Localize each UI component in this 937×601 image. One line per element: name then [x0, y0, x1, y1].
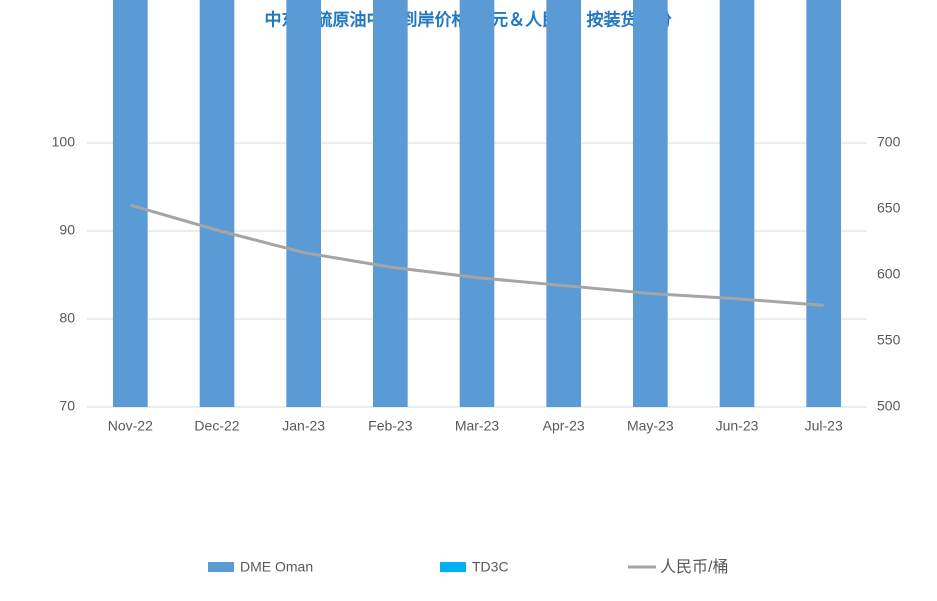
x-tick-label: Jun-23	[716, 418, 759, 434]
y2-tick-label: 650	[877, 200, 901, 216]
bar	[373, 0, 408, 407]
y-tick-label: 90	[59, 222, 75, 238]
x-tick-label: Jul-23	[805, 418, 843, 434]
legend-label: DME Oman	[240, 559, 313, 575]
y-tick-label: 80	[59, 310, 75, 326]
x-tick-label: Jan-23	[282, 418, 325, 434]
x-tick-label: Mar-23	[455, 418, 500, 434]
y2-tick-label: 550	[877, 332, 901, 348]
x-tick-label: Apr-23	[543, 418, 585, 434]
y-tick-label: 70	[59, 398, 75, 414]
bar	[199, 0, 235, 407]
y2-tick-label: 500	[877, 398, 901, 414]
x-tick-label: May-23	[627, 418, 674, 434]
y2-tick-label: 700	[877, 134, 901, 150]
line	[129, 203, 824, 307]
bar	[113, 0, 148, 407]
bar	[459, 0, 495, 407]
x-tick-label: Dec-22	[194, 418, 239, 434]
bar	[806, 0, 841, 407]
legend-label: 人民币/桶	[660, 558, 728, 576]
bar	[719, 0, 755, 407]
y2-tick-label: 600	[877, 266, 901, 282]
bar	[633, 0, 668, 407]
legend-label: TD3C	[472, 559, 509, 575]
legend-swatch	[208, 562, 234, 572]
bar	[546, 0, 581, 408]
bar	[286, 0, 321, 408]
y-tick-label: 100	[52, 134, 76, 150]
x-tick-label: Feb-23	[368, 418, 413, 434]
x-tick-label: Nov-22	[108, 418, 153, 434]
legend-swatch	[440, 562, 466, 572]
